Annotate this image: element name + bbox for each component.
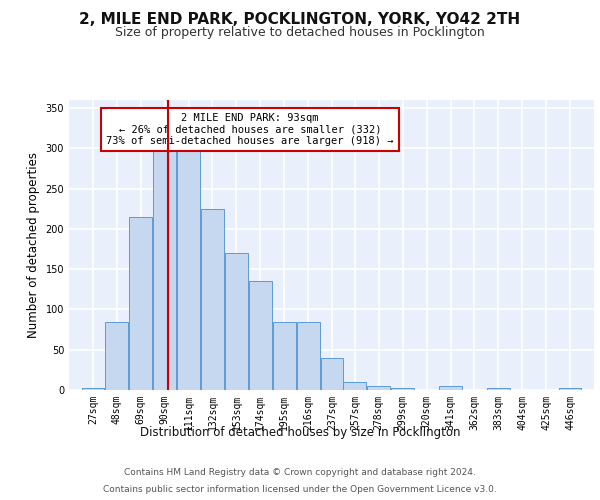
Bar: [106, 322, 128, 390]
Text: Contains public sector information licensed under the Open Government Licence v3: Contains public sector information licen…: [103, 484, 497, 494]
Bar: [297, 322, 320, 390]
Bar: [201, 209, 224, 390]
Bar: [320, 358, 343, 390]
Bar: [391, 388, 414, 390]
Bar: [559, 388, 581, 390]
Bar: [343, 382, 366, 390]
Bar: [82, 388, 104, 390]
Bar: [367, 386, 390, 390]
Text: Contains HM Land Registry data © Crown copyright and database right 2024.: Contains HM Land Registry data © Crown c…: [124, 468, 476, 477]
Y-axis label: Number of detached properties: Number of detached properties: [27, 152, 40, 338]
Bar: [130, 217, 152, 390]
Bar: [487, 388, 510, 390]
Bar: [273, 322, 296, 390]
Text: 2, MILE END PARK, POCKLINGTON, YORK, YO42 2TH: 2, MILE END PARK, POCKLINGTON, YORK, YO4…: [79, 12, 521, 28]
Bar: [439, 386, 462, 390]
Text: Size of property relative to detached houses in Pocklington: Size of property relative to detached ho…: [115, 26, 485, 39]
Bar: [225, 253, 248, 390]
Text: Distribution of detached houses by size in Pocklington: Distribution of detached houses by size …: [140, 426, 460, 439]
Bar: [249, 281, 272, 390]
Bar: [177, 124, 200, 390]
Text: 2 MILE END PARK: 93sqm
← 26% of detached houses are smaller (332)
73% of semi-de: 2 MILE END PARK: 93sqm ← 26% of detached…: [106, 113, 394, 146]
Bar: [153, 124, 176, 390]
